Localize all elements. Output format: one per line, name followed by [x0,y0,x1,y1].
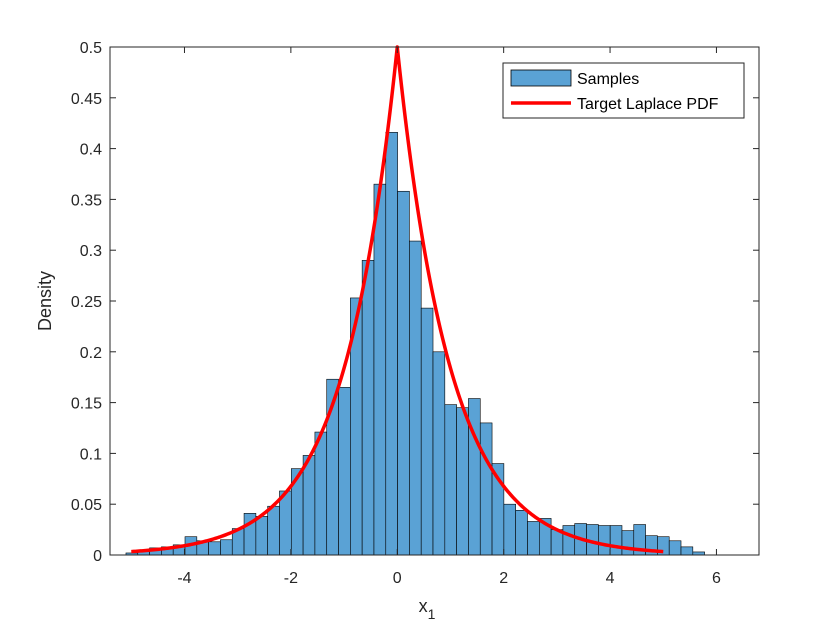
legend-label-samples: Samples [577,71,639,88]
x-tick-label: 0 [393,570,402,587]
x-tick-label: -2 [284,570,298,587]
histogram-bar [385,132,398,556]
histogram-bar [338,387,351,556]
y-tick-label: 0.05 [71,497,102,514]
histogram-bar [279,490,292,556]
histogram-bar [621,530,635,556]
legend-label-laplace: Target Laplace PDF [577,96,719,113]
x-tick-label: -4 [177,570,191,587]
y-tick-label: 0.35 [71,192,102,209]
y-tick-label: 0 [93,548,102,565]
y-tick-label: 0.25 [71,294,102,311]
y-tick-label: 0.45 [71,91,102,108]
histogram-bar [432,351,446,556]
histogram-bar [598,525,611,556]
histogram-bar [420,307,434,556]
histogram-bar [373,183,387,556]
histogram-bar [255,516,268,556]
histogram-bar [479,422,493,556]
y-tick-label: 0.2 [80,345,102,362]
histogram-bar [409,240,422,556]
x-axis-label-subscript: 1 [428,606,436,622]
y-tick-label: 0.5 [80,40,102,57]
histogram-bar [314,431,328,556]
y-tick-label: 0.15 [71,396,102,413]
histogram-bar [302,455,316,556]
histogram-bar [562,525,576,556]
histogram-bar [527,521,540,556]
histogram-bar [220,539,233,556]
histogram-bar [361,260,375,556]
x-tick-label: 2 [499,570,508,587]
y-axis-label: Density [35,271,55,331]
histogram-bar [456,407,469,556]
histogram-bar [668,540,682,556]
y-tick-label: 0.3 [80,243,102,260]
x-axis-label: x1 [419,596,436,622]
x-axis: -4 -2 0 2 4 6 [177,47,721,587]
histogram-bar [267,505,280,556]
x-tick-label: 6 [712,570,721,587]
histogram-bar [397,190,410,556]
y-tick-label: 0.4 [80,142,102,159]
histogram-bar [503,503,516,556]
legend-swatch-samples [510,69,572,87]
y-tick-label: 0.1 [80,446,102,463]
x-axis-label-main: x [419,596,428,616]
histogram-bars [125,132,705,556]
x-tick-label: 4 [606,570,615,587]
histogram-bar [208,541,221,556]
legend: Samples Target Laplace PDF [502,62,745,119]
histogram-bar [515,509,528,556]
y-axis: 0 0.05 0.1 0.15 0.2 0.25 0.3 0.35 0.4 0.45 0.5 [71,40,759,565]
histogram-bar [680,546,694,556]
histogram-bar [609,525,623,556]
histogram-bar [444,404,457,556]
legend-box [502,62,745,119]
